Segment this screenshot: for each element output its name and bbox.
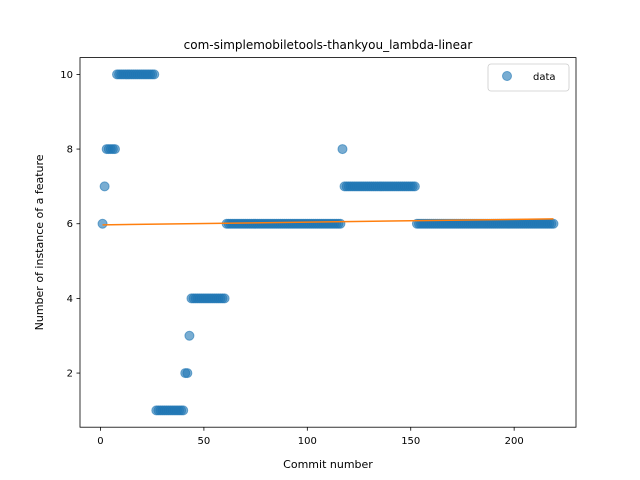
data-point xyxy=(178,405,189,416)
y-tick-label: 4 xyxy=(67,294,73,305)
x-tick-label: 100 xyxy=(298,436,317,447)
x-axis: 0 50 100 150 200 xyxy=(97,427,524,447)
y-tick-label: 6 xyxy=(67,219,73,230)
x-tick-label: 50 xyxy=(198,436,211,447)
data-point xyxy=(337,144,348,155)
y-axis: 2 4 6 8 10 xyxy=(60,70,80,380)
x-tick-label: 150 xyxy=(401,436,420,447)
legend-marker xyxy=(502,71,512,81)
x-tick-label: 200 xyxy=(505,436,524,447)
plot-marks xyxy=(97,69,559,416)
legend-box xyxy=(487,63,570,92)
fit-line xyxy=(102,218,554,226)
plot-frame xyxy=(79,57,577,428)
data-point xyxy=(184,330,195,341)
y-tick-label: 2 xyxy=(67,369,73,380)
data-point xyxy=(97,218,108,229)
data-point xyxy=(99,181,110,192)
y-tick-label: 10 xyxy=(60,70,73,81)
legend: data xyxy=(487,63,570,92)
data-point xyxy=(335,218,346,229)
chart-title: com-simplemobiletools-thankyou_lambda-li… xyxy=(184,38,473,52)
y-tick-label: 8 xyxy=(67,145,73,156)
x-tick-label: 0 xyxy=(97,436,103,447)
data-point xyxy=(109,144,120,155)
x-axis-label: Commit number xyxy=(283,458,373,471)
data-point xyxy=(409,181,420,192)
data-point xyxy=(182,368,193,379)
data-point xyxy=(149,69,160,80)
data-point xyxy=(219,293,230,304)
legend-label: data xyxy=(533,72,556,83)
data-point xyxy=(548,218,559,229)
y-axis-label: Number of instance of a feature xyxy=(33,154,46,330)
